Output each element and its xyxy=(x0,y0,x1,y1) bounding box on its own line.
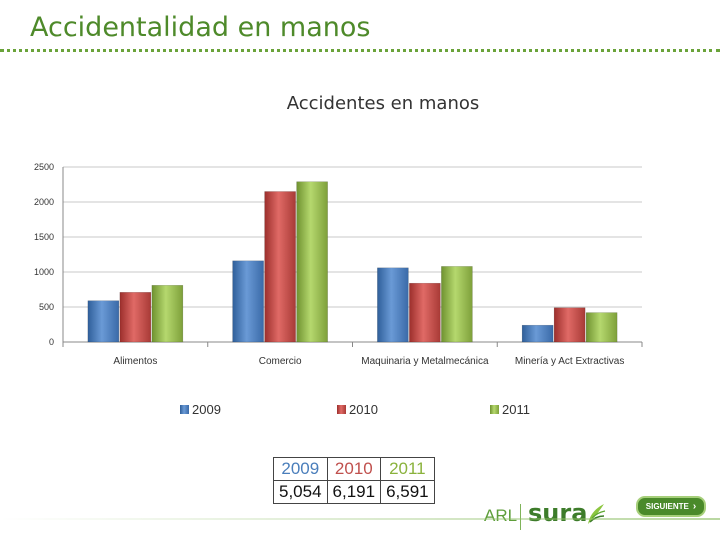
arl-text: ARL xyxy=(484,506,518,525)
leaf-icon xyxy=(588,504,606,524)
legend-swatch-2010 xyxy=(337,405,346,414)
bar-2010-2 xyxy=(264,191,296,343)
chart-title: Accidentes en manos xyxy=(287,93,480,114)
legend-label-2011: 2011 xyxy=(502,402,530,417)
totals-value-2011: 6,591 xyxy=(380,480,435,504)
totals-header-row: 2009 2010 2011 xyxy=(273,457,435,481)
totals-value-row: 5,054 6,191 6,591 xyxy=(273,480,435,504)
totals-value-2009: 5,054 xyxy=(273,480,328,504)
bar-2009-3 xyxy=(377,267,409,343)
y-tick-0: 0 xyxy=(49,337,54,347)
arl-sura-logo: ARL sura xyxy=(468,498,608,532)
slide-title: Accidentalidad en manos xyxy=(30,12,371,43)
bar-2010-3 xyxy=(409,282,441,343)
legend-swatch-2011 xyxy=(490,405,499,414)
totals-header-2009: 2009 xyxy=(273,457,328,481)
totals-value-2010: 6,191 xyxy=(326,480,382,504)
x-tick-label: Maquinaria y Metalmecánica xyxy=(361,356,489,367)
totals-header-2011: 2011 xyxy=(380,457,435,481)
x-tick-label: Alimentos xyxy=(113,356,157,367)
bar-2010-4 xyxy=(553,307,586,343)
title-divider xyxy=(0,49,720,52)
logo-separator xyxy=(520,504,521,530)
y-tick-500: 500 xyxy=(39,302,54,312)
legend-label-2010: 2010 xyxy=(349,402,378,417)
bar-chart: Accidentes en manos 0 500 1000 1500 2000 2500… xyxy=(34,93,643,417)
bar-2011-1 xyxy=(151,285,184,343)
bar-2011-3 xyxy=(441,266,473,343)
bar-2010-1 xyxy=(119,292,152,343)
totals-header-2010: 2010 xyxy=(326,457,382,481)
totals-table: 2009 2010 2011 5,054 6,191 6,591 xyxy=(273,457,435,504)
bar-2011-2 xyxy=(296,181,328,343)
bar-2009-4 xyxy=(521,324,554,343)
legend-label-2009: 2009 xyxy=(192,402,221,417)
next-button[interactable]: SIGUIENTE › xyxy=(636,496,706,517)
y-tick-1000: 1000 xyxy=(34,267,54,277)
bar-2009-2 xyxy=(232,260,264,343)
x-tick-label: Minería y Act Extractivas xyxy=(515,356,624,367)
next-button-label: SIGUIENTE xyxy=(645,502,689,511)
sura-text: sura xyxy=(528,499,588,527)
y-tick-1500: 1500 xyxy=(34,232,54,242)
y-tick-2000: 2000 xyxy=(34,197,54,207)
y-tick-2500: 2500 xyxy=(34,162,54,172)
chevron-right-icon: › xyxy=(692,501,697,512)
bar-2009-1 xyxy=(87,300,120,343)
x-tick-label: Comercio xyxy=(259,356,302,367)
legend-swatch-2009 xyxy=(180,405,189,414)
footer-divider xyxy=(0,518,720,520)
bar-2011-4 xyxy=(585,312,618,343)
